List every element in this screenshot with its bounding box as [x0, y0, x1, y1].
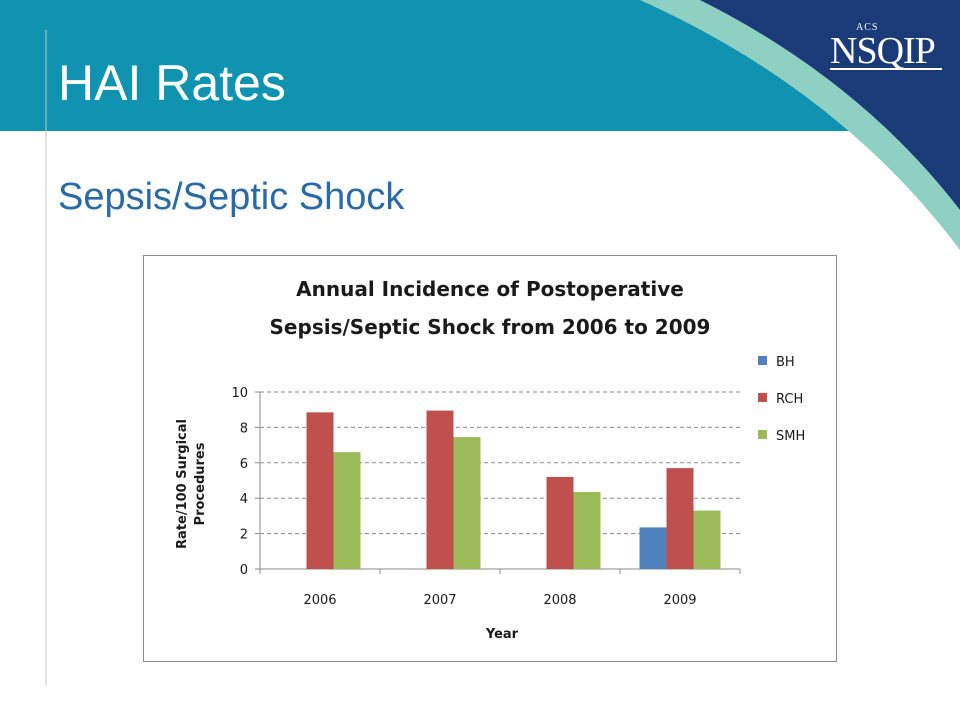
bar-rch-2007 [426, 410, 454, 569]
bars [306, 410, 721, 569]
legend-label-bh: BH [776, 355, 795, 370]
corner-band [700, 0, 960, 210]
x-axis-title: Year [485, 627, 519, 642]
legend-swatch-smh [758, 430, 767, 439]
bar-smh-2006 [333, 452, 361, 569]
chart-frame: Annual Incidence of Postoperative Sepsis… [143, 255, 837, 662]
chart-title-line-1: Annual Incidence of Postoperative [296, 277, 684, 301]
y-axis-title: Rate/100 Surgical Procedures [175, 419, 208, 549]
y-tick-label-2: 2 [240, 528, 248, 543]
chart: Annual Incidence of Postoperative Sepsis… [175, 277, 805, 642]
bar-rch-2009 [666, 468, 694, 569]
x-tick-label-2006: 2006 [303, 593, 336, 608]
nsqip-logo: ACS NSQIP [826, 22, 946, 78]
y-tick-label-0: 0 [240, 563, 248, 578]
bar-rch-2008 [546, 476, 574, 569]
bar-smh-2009 [693, 510, 721, 569]
bar-smh-2007 [453, 437, 481, 569]
legend-label-rch: RCH [776, 392, 803, 407]
bar-bh-2009 [639, 527, 667, 569]
y-tick-label-10: 10 [231, 386, 248, 401]
bar-smh-2008 [573, 492, 601, 569]
y-axis-title-line-2: Procedures [193, 442, 208, 525]
slide-subtitle: Sepsis/Septic Shock [58, 176, 405, 218]
logo-nsqip-text: NSQIP [830, 30, 936, 72]
slide-title: HAI Rates [58, 55, 286, 111]
logo-underline [830, 68, 942, 70]
x-tick-label-2008: 2008 [543, 593, 576, 608]
y-axis-title-line-1: Rate/100 Surgical [175, 419, 190, 549]
legend-label-smh: SMH [776, 429, 805, 444]
y-tick-label-4: 4 [240, 492, 248, 507]
legend-swatch-bh [758, 356, 767, 365]
tick-labels: 0 2 4 6 8 10 2006 2007 2008 2009 [231, 386, 696, 608]
legend-swatch-rch [758, 393, 767, 402]
x-tick-label-2007: 2007 [423, 593, 456, 608]
chart-title-line-2: Sepsis/Septic Shock from 2006 to 2009 [270, 315, 711, 339]
logo-acs-text: ACS [856, 22, 879, 33]
y-tick-label-6: 6 [240, 457, 248, 472]
x-tick-label-2009: 2009 [663, 593, 696, 608]
legend: BH RCH SMH [758, 355, 805, 444]
y-tick-label-8: 8 [240, 421, 248, 436]
bar-rch-2006 [306, 412, 334, 569]
